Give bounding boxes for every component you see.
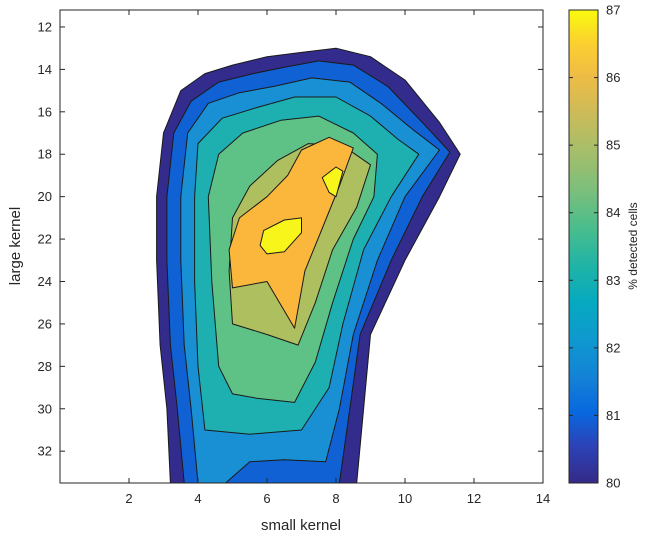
x-tick-label: 10 [398,491,412,506]
colorbar-tick-label: 81 [606,408,620,423]
y-tick-label: 22 [38,232,52,247]
y-tick-label: 26 [38,316,52,331]
x-tick-label: 8 [332,491,339,506]
x-tick-label: 12 [467,491,481,506]
x-tick-label: 14 [536,491,550,506]
y-axis-label: large kernel [7,207,24,285]
colorbar-tick-label: 84 [606,205,620,220]
colorbar-tick-label: 82 [606,340,620,355]
colorbar-tick-label: 83 [606,273,620,288]
y-tick-label: 32 [38,444,52,459]
x-axis-label: small kernel [261,517,341,534]
colorbar-tick-label: 86 [606,70,620,85]
colorbar-tick-label: 80 [606,476,620,491]
contour-regions [156,47,461,483]
x-tick-label: 4 [194,491,201,506]
colorbar-tick-label: 85 [606,138,620,153]
y-tick-label: 16 [38,104,52,119]
colorbar-ticks: 80 81 82 83 84 85 86 87 [569,3,620,491]
y-tick-label: 18 [38,147,52,162]
y-tick-label: 20 [38,189,52,204]
colorbar [568,9,599,484]
colorbar-label: % detected cells [626,202,640,289]
y-tick-label: 14 [38,62,52,77]
plot-frame [59,9,544,484]
colorbar-tick-label: 87 [606,3,620,18]
x-axis-ticks: 2 4 6 8 10 12 14 [125,10,550,506]
y-tick-label: 24 [38,274,52,289]
x-tick-label: 6 [263,491,270,506]
y-axis-ticks: 12 14 16 18 20 22 24 26 28 30 32 [38,19,543,459]
y-tick-label: 12 [38,19,52,34]
contour-region-86.5 [259,217,302,255]
y-tick-label: 30 [38,401,52,416]
y-tick-label: 28 [38,359,52,374]
contour-region-86.5 [321,166,344,198]
x-tick-label: 2 [125,491,132,506]
